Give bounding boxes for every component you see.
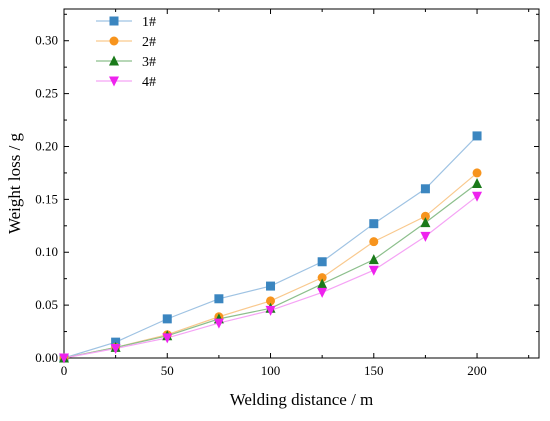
y-axis-title: Weight loss / g [5,132,24,234]
y-tick-label: 0.30 [35,33,58,48]
y-tick-label: 0.25 [35,86,58,101]
x-tick-label: 50 [161,363,174,378]
series-line-4 [63,195,478,359]
data-point-series-4 [265,305,276,316]
y-tick-label: 0.00 [35,350,58,365]
data-point-series-4 [368,265,379,276]
data-point-series-4 [420,231,431,242]
legend-label-3: 3# [142,55,156,70]
data-point-series-2 [472,168,482,178]
data-point-series-2 [266,296,276,306]
y-tick-label: 0.05 [35,297,58,312]
data-point-series-1 [214,294,224,304]
data-point-series-1 [266,281,276,291]
data-point-series-2 [420,211,430,221]
y-tick-label: 0.20 [35,138,58,153]
data-point-series-3 [472,178,483,188]
x-tick-label: 100 [261,363,281,378]
series-line-1 [63,135,478,359]
data-point-series-4 [110,343,121,354]
data-point-series-1 [369,219,379,229]
plot-area-frame [63,8,540,359]
data-point-series-4 [317,287,328,298]
data-point-series-1 [420,184,430,194]
data-point-series-3 [420,217,431,228]
data-point-series-4 [472,191,483,202]
data-point-series-2 [369,237,379,247]
y-tick-label: 0.15 [35,191,58,206]
data-point-series-3 [368,254,379,265]
x-tick-label: 150 [364,363,384,378]
legend-marker-4 [109,76,119,87]
x-axis-title: Welding distance / m [230,390,374,409]
legend-marker-3 [109,55,119,66]
data-point-series-4 [213,318,224,329]
legend-label-1: 1# [142,15,156,30]
data-point-series-1 [472,131,482,141]
data-point-series-4 [162,333,173,344]
data-point-series-1 [317,257,327,267]
x-tick-label: 200 [467,363,487,378]
series-line-2 [63,172,478,359]
legend-marker-2 [109,36,119,46]
legend-label-2: 2# [142,35,156,50]
x-tick-label: 0 [61,363,68,378]
legend-label-4: 4# [142,75,156,90]
y-tick-label: 0.10 [35,244,58,259]
data-point-series-2 [317,273,327,283]
data-point-series-3 [317,278,328,289]
data-point-series-1 [162,314,172,324]
legend-marker-1 [109,16,119,26]
series-line-3 [63,183,478,359]
data-point-series-4 [59,353,69,364]
